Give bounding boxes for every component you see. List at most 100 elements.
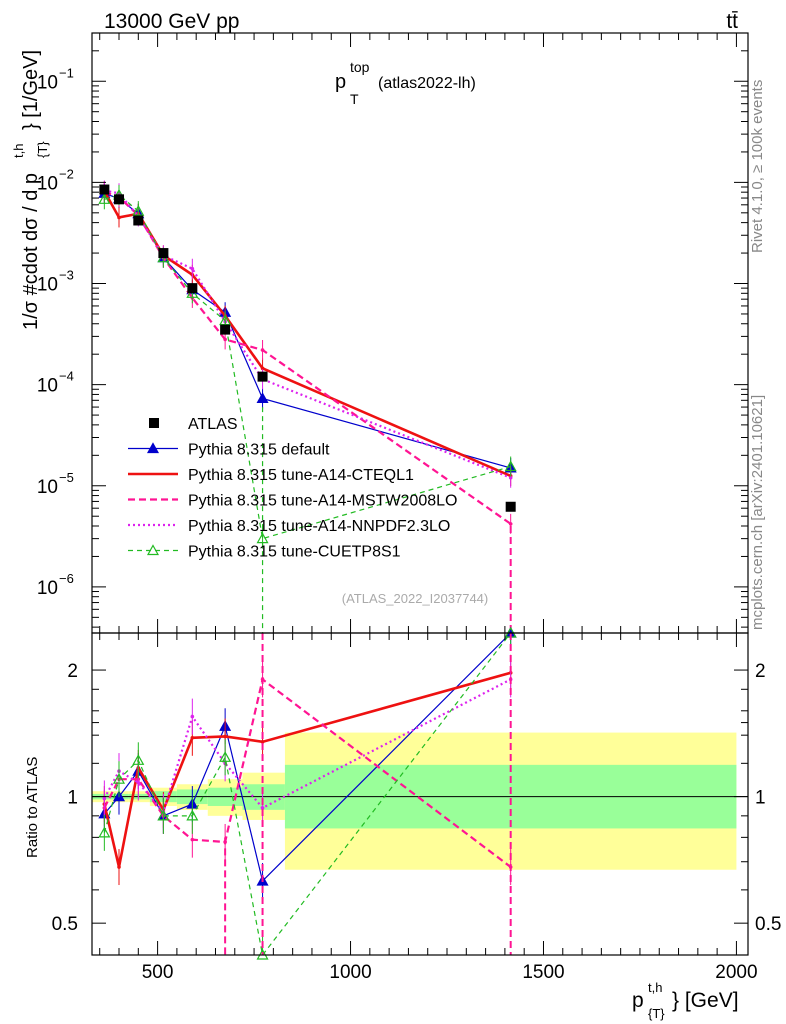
main-y-axis-label-text: 1/σ #cdot dσ / d p: [20, 173, 42, 330]
ratio-point-mstw-4: [190, 837, 195, 842]
legend-label-default: Pythia 8.315 default: [188, 442, 330, 459]
data-point-0: [99, 184, 110, 195]
main-point-nnpdf-7: [508, 475, 513, 480]
ratio-point-nnpdf-4: [190, 714, 195, 719]
data-point-4: [187, 283, 198, 294]
analysis-tag: (atlas2022-lh): [378, 75, 476, 92]
x-tick-label-1500: 1500: [522, 962, 564, 983]
ratio-point-cteq-4: [190, 736, 195, 740]
main-y-tick-exp-0: −6: [59, 571, 74, 586]
main-y-tick-exp-1: −5: [59, 470, 74, 485]
main-y-axis-label-sub: {T}: [35, 141, 50, 158]
main-y-tick-label-0: 10: [37, 578, 58, 599]
legend-marker-data: [149, 418, 159, 428]
ratio-marker-cuetp-3: [157, 809, 170, 821]
main-y-axis-label-sup: t,h: [11, 144, 26, 158]
ratio-y-tick-label-right-0.5: 0.5: [755, 914, 781, 935]
x-axis-label-text: p: [632, 989, 644, 1012]
rivet-label: Rivet 4.1.0, ≥ 100k events: [749, 80, 766, 253]
main-y-axis-label: 1/σ #cdot dσ / d p t,h {T} } [1/GeV]: [11, 50, 50, 330]
legend-label-cteq: Pythia 8.315 tune-A14-CTEQL1: [188, 467, 414, 484]
x-tick-label-1000: 1000: [329, 962, 371, 983]
main-point-cteq-6: [260, 366, 265, 371]
legend-label-mstw: Pythia 8.315 tune-A14-MSTW2008LO: [188, 493, 457, 510]
ratio-panel-series: [98, 626, 517, 960]
legend-label-nnpdf: Pythia 8.315 tune-A14-NNPDF2.3LO: [188, 518, 450, 535]
x-axis-label: p t,h {T} } [GeV]: [632, 980, 739, 1021]
main-point-mstw-7: [508, 522, 513, 526]
ratio-marker-cuetp-5: [219, 751, 232, 762]
data-point-6: [257, 371, 268, 382]
ratio-point-cteq-6: [260, 740, 265, 744]
legend-label-data: ATLAS: [188, 416, 238, 433]
x-axis-label-unit: } [GeV]: [672, 989, 739, 1012]
main-y-tick-label-5: 10: [37, 72, 58, 93]
data-point-3: [158, 248, 169, 259]
observable-title-sup: top: [350, 59, 370, 75]
mcplots-label: mcplots.cern.ch [arXiv:2401.10621]: [749, 395, 766, 630]
observable-title: p: [335, 71, 346, 93]
main-y-tick-label-4: 10: [37, 173, 58, 194]
ratio-marker-cuetp-1: [112, 772, 126, 784]
ratio-panel-frame: [91, 632, 749, 956]
main-y-tick-exp-2: −4: [59, 369, 74, 384]
main-y-tick-label-2: 10: [37, 376, 58, 397]
main-point-cteq-1: [117, 215, 121, 220]
data-point-7: [505, 501, 516, 512]
main-point-mstw-5: [223, 337, 227, 342]
x-tick-label-2000: 2000: [715, 962, 757, 983]
ratio-point-nnpdf-0: [102, 796, 107, 801]
legend: ATLAS Pythia 8.315 default Pythia 8.315 tu…: [128, 416, 457, 561]
panel-frames: [91, 32, 749, 956]
data-point-2: [133, 215, 144, 226]
legend-label-cuetp: Pythia 8.315 tune-CUETP8S1: [188, 544, 401, 561]
main-point-mstw-6: [260, 348, 265, 352]
main-point-nnpdf-4: [190, 266, 195, 271]
ratio-y-tick-label-2: 2: [67, 661, 78, 682]
ratio-marker-cuetp-0: [98, 826, 111, 838]
main-series-line-nnpdf: [104, 189, 512, 479]
ratio-series-line-default: [103, 632, 512, 883]
ratio-point-nnpdf-6: [260, 806, 265, 810]
analysis-watermark: (ATLAS_2022_I2037744): [342, 591, 488, 606]
main-y-axis-label-unit: } [1/GeV]: [20, 50, 42, 130]
ratio-series-line-cuetp: [103, 632, 512, 957]
main-marker-cuetp-0: [98, 193, 111, 204]
ratio-y-tick-label-right-2: 2: [755, 661, 766, 682]
ratio-series-line-nnpdf: [103, 678, 512, 815]
ratio-y-tick-label-1: 1: [67, 788, 78, 809]
observable-title-sub: T: [350, 91, 359, 107]
ratio-y-tick-label-right-1: 1: [755, 788, 766, 809]
ratio-marker-cuetp-4: [186, 809, 199, 821]
ratio-y-tick-label-0.5: 0.5: [52, 914, 78, 935]
ratio-point-cteq-5: [223, 734, 227, 739]
ratio-y-axis-label: Ratio to ATLAS: [24, 757, 41, 858]
main-marker-default-6: [256, 392, 269, 404]
data-point-5: [220, 324, 231, 335]
main-marker-cuetp-2: [132, 204, 145, 216]
main-series-line-mstw: [104, 191, 512, 525]
main-series-line-cuetp: [104, 194, 511, 540]
ratio-marker-cuetp-2: [132, 754, 145, 765]
ratio-uncertainty-bands: [92, 732, 748, 870]
x-axis-label-sup: t,h: [648, 980, 662, 995]
energy-label: 13000 GeV pp: [104, 10, 239, 33]
main-y-tick-exp-3: −3: [59, 268, 74, 283]
x-tick-label-500: 500: [142, 962, 174, 983]
main-y-tick-label-3: 10: [37, 275, 58, 296]
ratio-point-nnpdf-2: [136, 780, 141, 785]
ratio-series-line-cteq: [103, 671, 512, 868]
main-series-line-cteq: [103, 190, 512, 478]
main-series-line-default: [104, 192, 511, 469]
main-y-tick-exp-5: −1: [59, 65, 74, 80]
data-point-1: [114, 194, 125, 205]
legend-marker-default: [146, 442, 160, 454]
main-marker-cuetp-5: [219, 314, 232, 326]
main-panel-series: [98, 180, 517, 633]
process-label: tt̄: [726, 10, 738, 33]
ratio-point-cteq-1: [117, 865, 121, 869]
main-y-tick-exp-4: −2: [59, 166, 74, 181]
x-axis-label-sub: {T}: [648, 1006, 665, 1021]
